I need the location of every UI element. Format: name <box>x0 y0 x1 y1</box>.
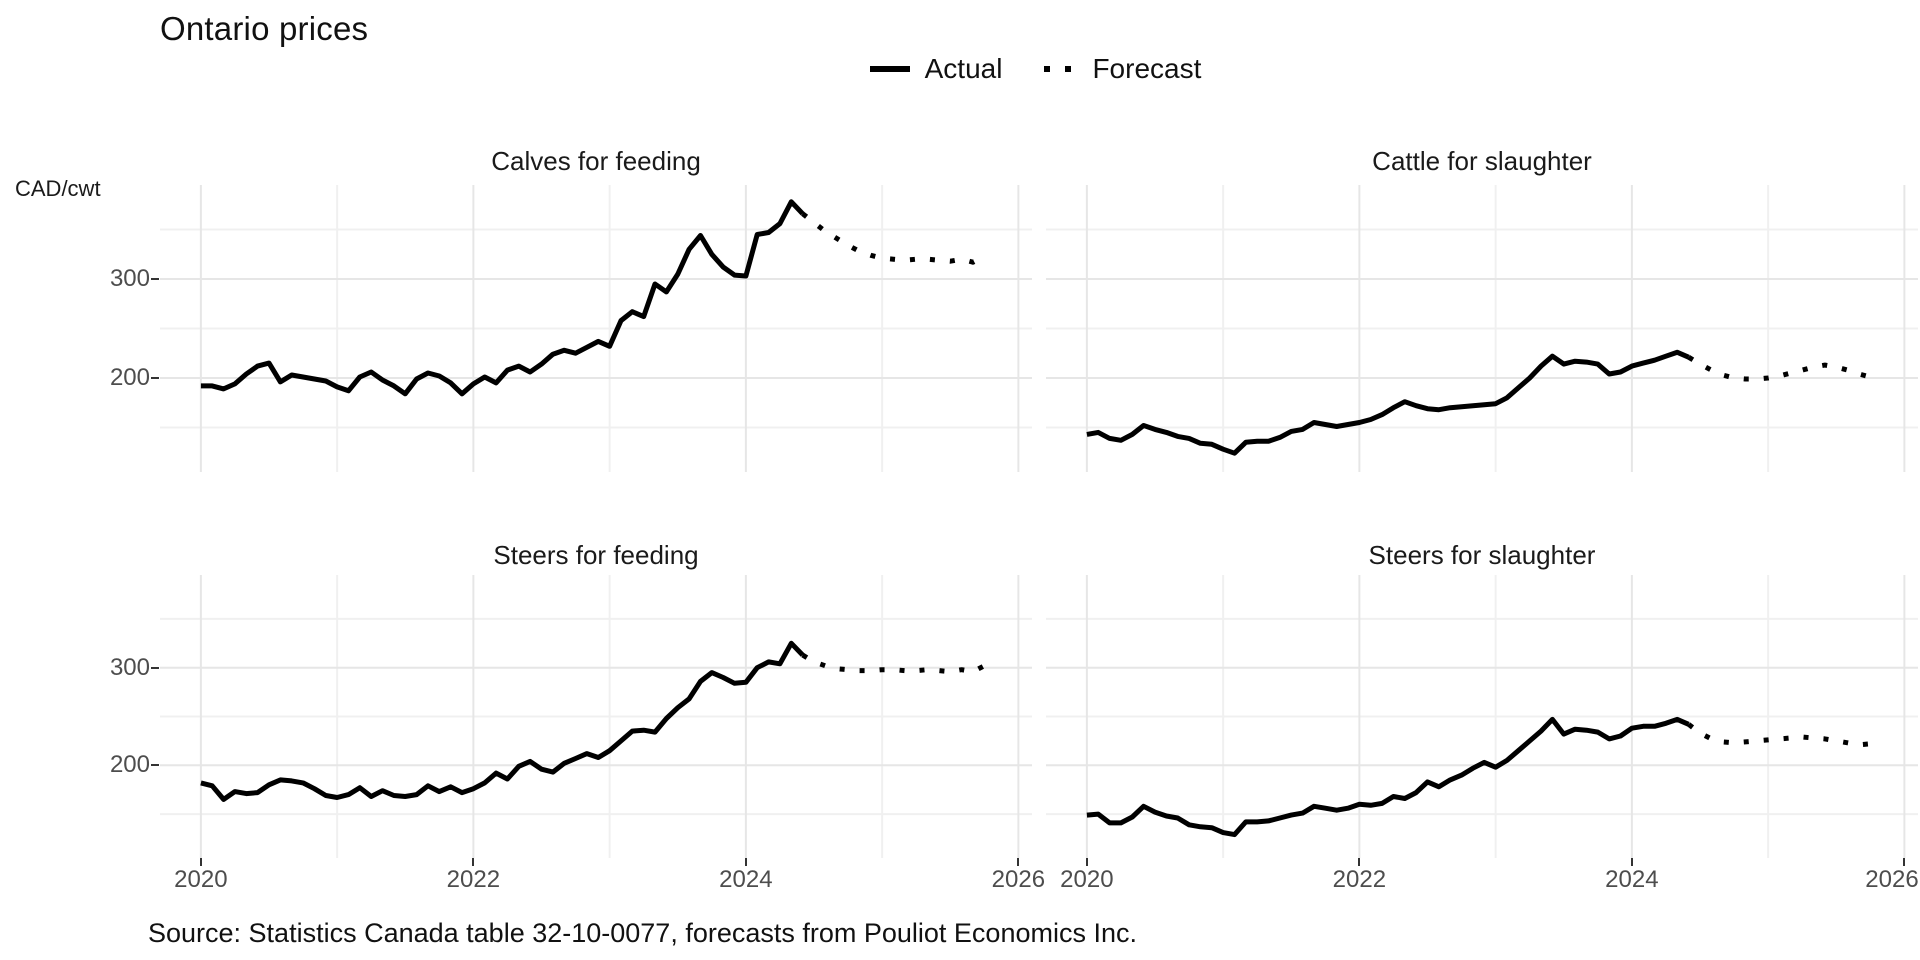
x-tick-label: 2022 <box>446 866 501 893</box>
actual-line <box>1086 349 1690 456</box>
facet-title-steers-for-feeding: Steers for feeding <box>493 540 699 570</box>
facet-title-cattle-for-slaughter: Cattle for slaughter <box>1372 146 1592 176</box>
x-tick-label: 2020 <box>1060 866 1114 893</box>
forecast-line <box>801 211 986 265</box>
actual-line <box>200 199 805 397</box>
actual-line <box>200 640 805 802</box>
forecast-line <box>801 652 986 675</box>
legend: Actual Forecast <box>700 52 1370 86</box>
x-tick-label: 2024 <box>719 866 773 893</box>
y-tick-label: 300 <box>109 653 150 681</box>
y-tick-label: 200 <box>109 363 150 391</box>
forecast-line <box>1687 355 1871 382</box>
x-axis-tick <box>472 858 475 866</box>
x-tick-label: 2026 <box>991 866 1046 893</box>
legend-item-forecast: Forecast <box>1036 53 1201 85</box>
x-axis-tick <box>744 858 747 866</box>
y-axis-tick <box>151 376 159 379</box>
y-axis-tick <box>151 764 159 767</box>
x-axis-tick <box>199 858 202 866</box>
legend-label-forecast: Forecast <box>1092 53 1202 84</box>
x-axis-tick <box>1085 858 1088 866</box>
panel-steers-for-slaughter-chart <box>1046 575 1918 858</box>
dotted-line-key-icon <box>1044 66 1079 72</box>
chart-title: Ontario prices <box>160 10 369 47</box>
x-axis-tick <box>1017 858 1020 866</box>
forecast-line <box>1687 722 1871 748</box>
y-axis-title: CAD/cwt <box>15 176 101 201</box>
panel-steers-for-feeding-chart <box>160 575 1032 858</box>
x-tick-label: 2020 <box>174 866 228 893</box>
x-axis-tick <box>1630 858 1633 866</box>
source-caption: Source: Statistics Canada table 32-10-00… <box>148 918 1137 948</box>
solid-line-key-icon <box>869 66 910 72</box>
y-axis-tick <box>151 278 159 281</box>
x-tick-label: 2022 <box>1332 866 1387 893</box>
x-tick-label: 2026 <box>1865 866 1919 893</box>
panel-calves-for-feeding-chart <box>160 185 1032 472</box>
y-tick-label: 200 <box>109 751 150 779</box>
x-axis-tick <box>1903 858 1906 866</box>
facet-title-calves-for-feeding: Calves for feeding <box>491 146 701 176</box>
panel-cattle-for-slaughter-chart <box>1046 185 1918 472</box>
legend-label-actual: Actual <box>924 53 1003 84</box>
facet-title-steers-for-slaughter: Steers for slaughter <box>1368 540 1596 570</box>
x-axis-tick <box>1358 858 1361 866</box>
y-axis-tick <box>151 666 159 669</box>
y-tick-label: 300 <box>109 265 150 293</box>
x-tick-label: 2024 <box>1605 866 1659 893</box>
legend-item-actual: Actual <box>869 53 1003 85</box>
actual-line <box>1086 716 1690 838</box>
